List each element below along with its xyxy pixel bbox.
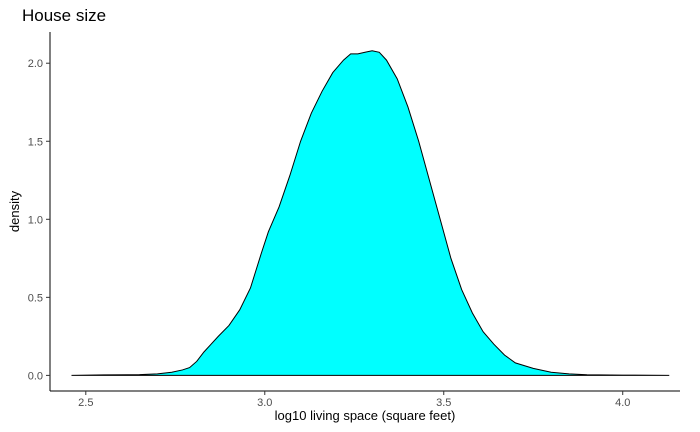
x-tick-label: 4.0 [615,397,630,409]
x-tick-label: 2.5 [78,397,93,409]
density-area-layer [71,50,670,376]
y-ticks: 0.0 0.5 1.0 1.5 2.0 [28,58,50,382]
chart-title: House size [22,6,107,25]
y-axis-title: density [7,190,22,232]
y-tick-label: 2.0 [28,58,43,70]
x-tick-label: 3.5 [436,397,451,409]
y-tick-label: 0.5 [28,292,43,304]
x-axis-title: log10 living space (square feet) [275,408,456,423]
x-tick-label: 3.0 [257,397,272,409]
y-tick-label: 0.0 [28,370,43,382]
x-ticks: 2.5 3.0 3.5 4.0 [78,391,630,409]
density-area [71,50,670,376]
y-tick-label: 1.5 [28,136,43,148]
y-tick-label: 1.0 [28,214,43,226]
